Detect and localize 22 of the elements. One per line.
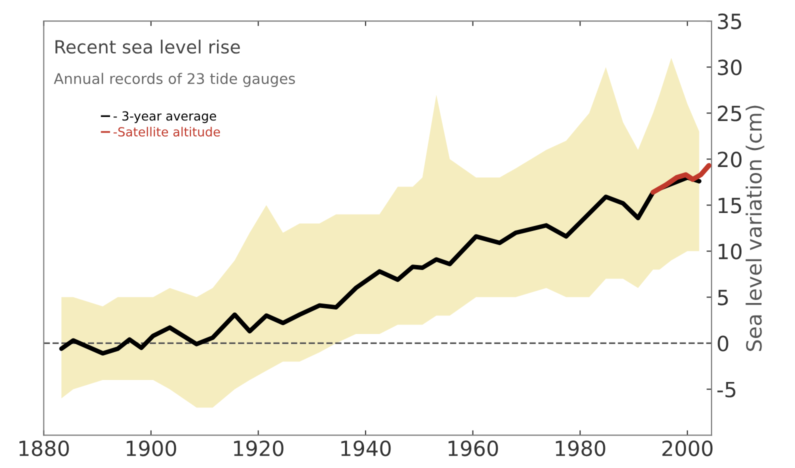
y-tick-label: 10 (718, 244, 742, 260)
annotation: Annual records of 23 tide gauges (54, 72, 295, 87)
x-tick-label: 1880 (20, 440, 69, 456)
x-tick-label: 1940 (341, 440, 391, 456)
x-tick-label: 2000 (662, 440, 713, 456)
x-tick-label: 1920 (234, 440, 284, 456)
line-series (59, 175, 702, 356)
legend-label: -Satellite altitude (114, 126, 220, 137)
y-tick-label: 35 (718, 14, 742, 30)
y-axis-title: Sea level variation (cm) (746, 106, 764, 351)
y-tick-label: -5 (717, 382, 736, 398)
legend-label: - 3-year average (114, 111, 216, 124)
y-tick-label: 15 (718, 198, 742, 214)
x-tick-label: 1900 (126, 440, 176, 456)
y-tick-label: 20 (718, 152, 742, 168)
x-tick-label: 1980 (556, 440, 606, 456)
text: Recent sea level rise (56, 40, 240, 54)
x-tick-label: 1960 (448, 440, 498, 456)
y-tick-label: 0 (718, 336, 728, 352)
y-tick-label: 30 (718, 60, 742, 76)
y-tick-label: 25 (718, 106, 742, 122)
y-tick-label: 5 (718, 290, 728, 306)
